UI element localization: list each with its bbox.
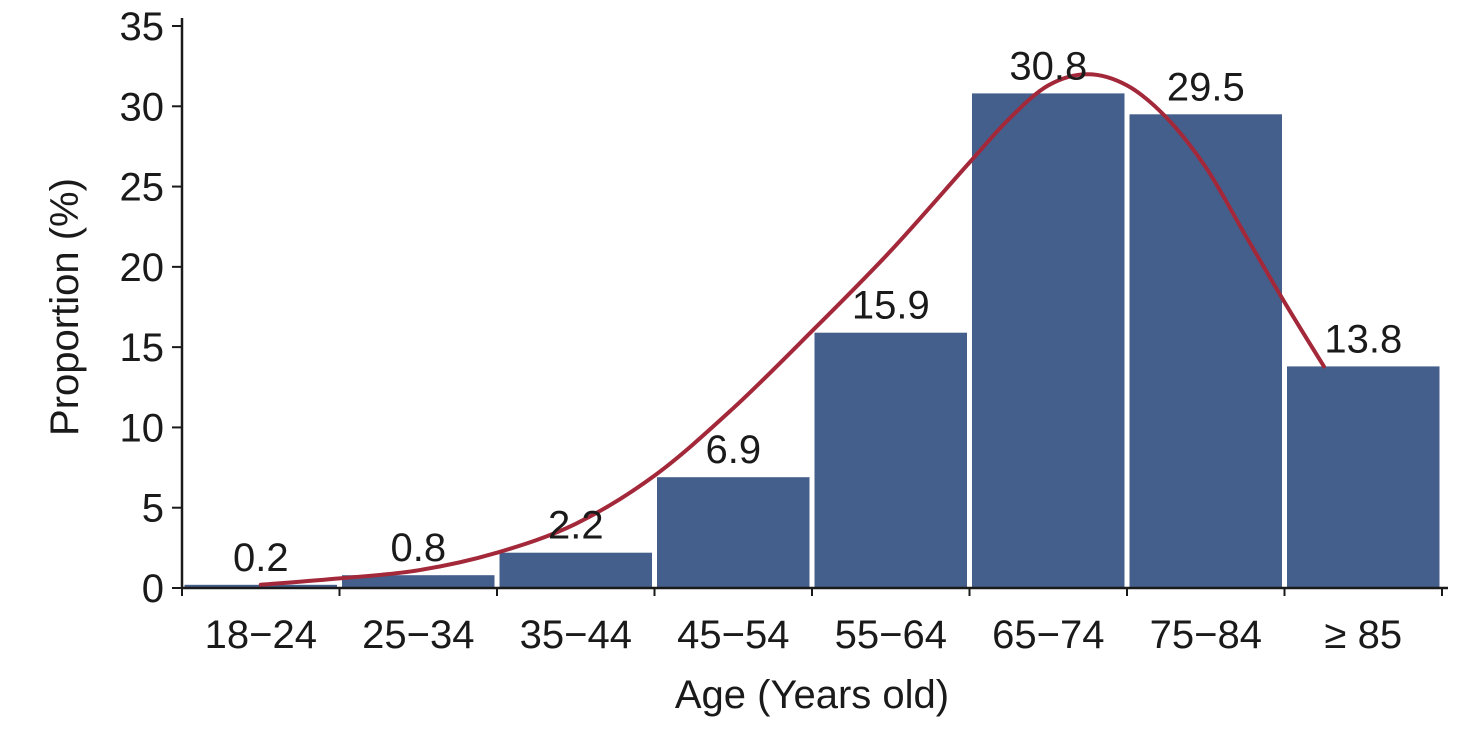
data-label-5: 15.9 — [852, 284, 930, 328]
bar-2 — [342, 575, 495, 588]
bar-8 — [1287, 366, 1440, 588]
data-labels-group: 0.2 0.8 2.2 6.9 15.9 30.8 29.5 13.8 — [233, 44, 1402, 579]
y-tick-label-8: 35 — [120, 5, 165, 49]
y-tick-label-6: 25 — [120, 166, 165, 210]
data-label-6: 30.8 — [1009, 44, 1087, 88]
y-axis-title: Proportion (%) — [43, 178, 87, 436]
data-label-4: 6.9 — [705, 428, 761, 472]
y-tick-label-3: 10 — [120, 406, 165, 450]
data-label-3: 2.2 — [548, 504, 604, 548]
x-axis: 18−24 25−34 35−44 45−54 55−64 65−74 75−84 ≥ 85 — [181, 586, 1448, 657]
bar-4 — [657, 477, 810, 588]
x-tick-label-6: 65−74 — [992, 613, 1104, 657]
y-tick-label-4: 15 — [120, 326, 165, 370]
data-label-1: 0.2 — [233, 536, 289, 580]
bar-7 — [1129, 114, 1282, 589]
x-tick-label-7: 75−84 — [1150, 613, 1262, 657]
data-label-2: 0.8 — [390, 526, 446, 570]
x-tick-label-3: 35−44 — [520, 613, 632, 657]
bar-5 — [814, 332, 967, 588]
bar-6 — [972, 93, 1125, 589]
trend-curve-line — [258, 72, 1326, 587]
y-tick-label-2: 5 — [142, 487, 164, 531]
y-tick-label-7: 30 — [120, 85, 165, 129]
x-tick-label-8: ≥ 85 — [1325, 613, 1403, 657]
data-label-7: 29.5 — [1167, 65, 1245, 109]
bar-3 — [499, 552, 652, 588]
x-tick-label-5: 55−64 — [835, 613, 947, 657]
x-tick-label-4: 45−54 — [677, 613, 789, 657]
x-tick-label-1: 18−24 — [205, 613, 317, 657]
x-tick-label-2: 25−34 — [362, 613, 474, 657]
y-axis: 0 5 10 15 20 25 30 35 — [120, 5, 184, 611]
bars-group — [184, 93, 1440, 589]
x-axis-title: Age (Years old) — [675, 673, 949, 717]
y-tick-label-1: 0 — [142, 567, 164, 611]
trend-curve-group — [258, 72, 1326, 587]
data-label-8: 13.8 — [1324, 317, 1402, 361]
y-tick-label-5: 20 — [120, 246, 165, 290]
